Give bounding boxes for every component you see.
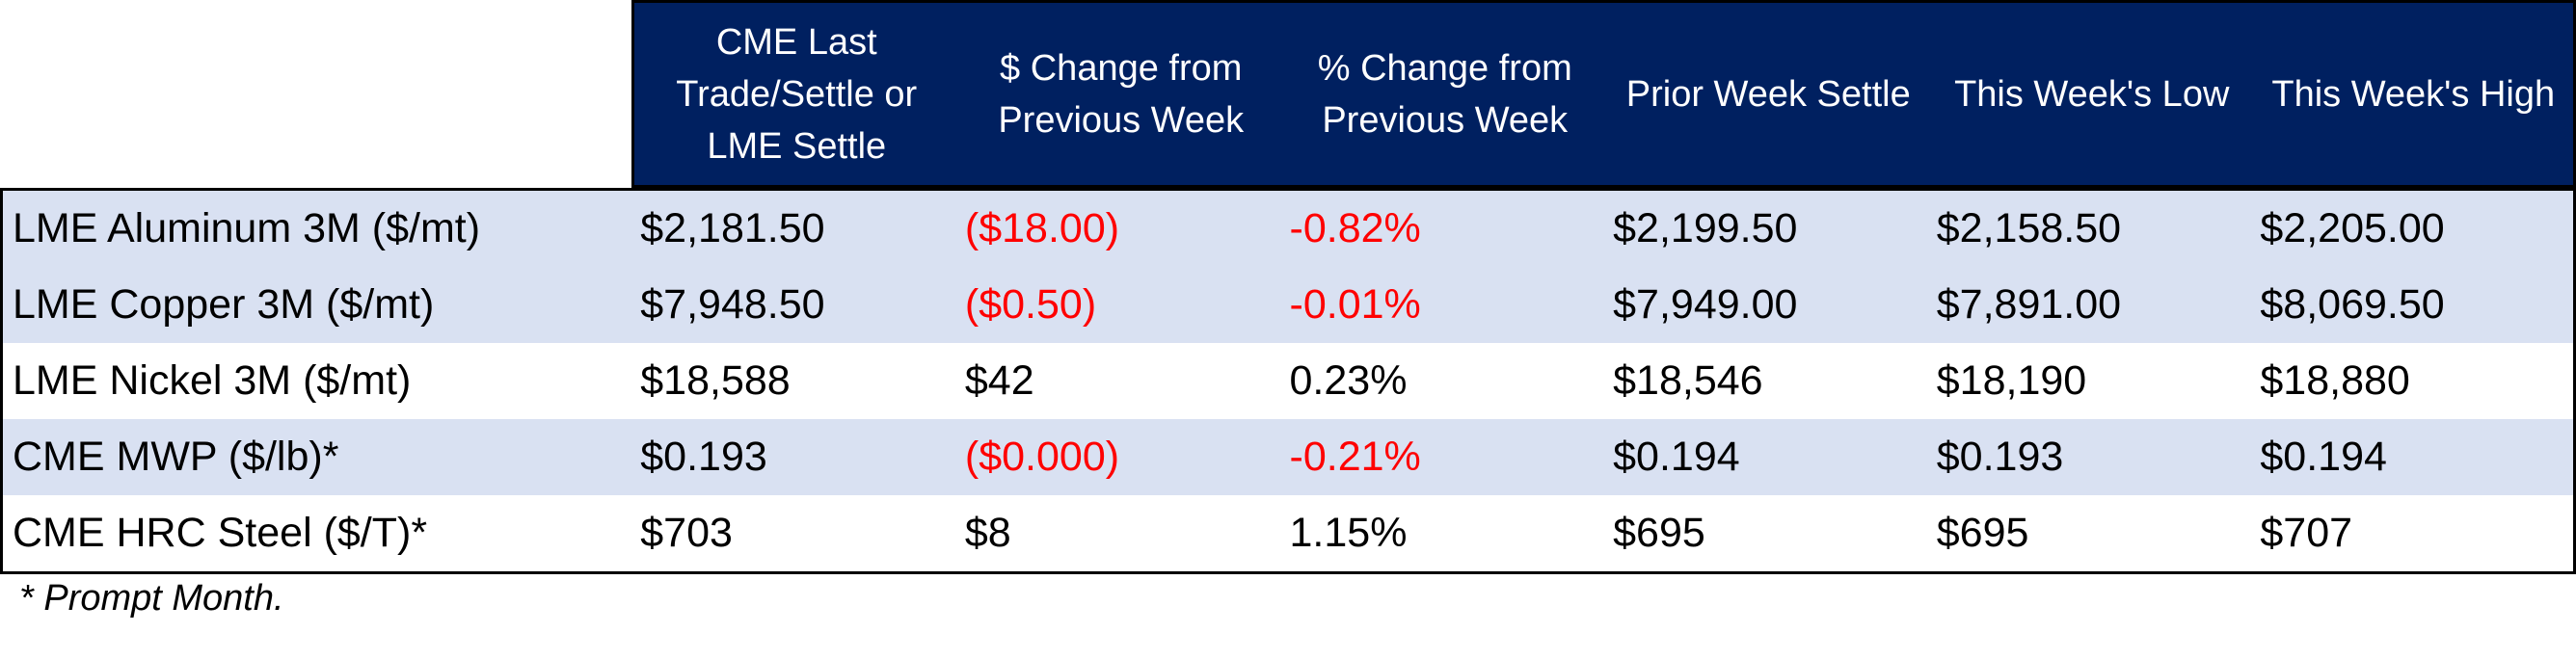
column-header-last-settle: CME Last Trade/Settle or LME Settle: [676, 21, 918, 167]
row-label: CME HRC Steel ($/T)*: [13, 510, 428, 556]
cell-percent-change: 1.15%: [1289, 510, 1408, 556]
column-header-week-high: This Week's High: [2271, 73, 2556, 115]
table-header-row: CME Last Trade/Settle or LME Settle $ Ch…: [0, 0, 2576, 188]
cell-week-high: $8,069.50: [2260, 281, 2445, 328]
cell-week-low: $695: [1936, 510, 2029, 556]
cell-prior-week-settle: $0.194: [1613, 434, 1740, 480]
cell-week-low: $0.193: [1936, 434, 2064, 480]
cell-prior-week-settle: $2,199.50: [1613, 205, 1798, 251]
table-row: CME HRC Steel ($/T)* $703 $8 1.15% $695 …: [3, 495, 2573, 571]
cell-last-settle: $0.193: [640, 434, 767, 480]
cell-percent-change: -0.21%: [1289, 434, 1421, 480]
column-header-week-low: This Week's Low: [1954, 73, 2230, 115]
cell-last-settle: $18,588: [640, 357, 791, 404]
cell-dollar-change: ($0.000): [964, 434, 1120, 480]
row-label: LME Aluminum 3M ($/mt): [13, 205, 481, 251]
cell-week-high: $0.194: [2260, 434, 2387, 480]
cell-prior-week-settle: $695: [1613, 510, 1705, 556]
cell-week-high: $18,880: [2260, 357, 2410, 404]
column-header-prior-week-settle: Prior Week Settle: [1625, 73, 1911, 115]
cell-dollar-change: ($18.00): [964, 205, 1120, 251]
table-row: LME Aluminum 3M ($/mt) $2,181.50 ($18.00…: [3, 188, 2573, 267]
cell-last-settle: $703: [640, 510, 733, 556]
cell-week-low: $2,158.50: [1936, 205, 2122, 251]
cell-dollar-change: $8: [964, 510, 1011, 556]
cell-week-high: $707: [2260, 510, 2353, 556]
column-header-percent-change: % Change from Previous Week: [1317, 47, 1572, 141]
cell-prior-week-settle: $18,546: [1613, 357, 1763, 404]
cell-week-low: $18,190: [1936, 357, 2087, 404]
metals-price-table: CME Last Trade/Settle or LME Settle $ Ch…: [0, 0, 2576, 574]
cell-week-low: $7,891.00: [1936, 281, 2122, 328]
cell-dollar-change: $42: [964, 357, 1034, 404]
table-row: LME Copper 3M ($/mt) $7,948.50 ($0.50) -…: [3, 267, 2573, 343]
cell-week-high: $2,205.00: [2260, 205, 2445, 251]
column-header-dollar-change: $ Change from Previous Week: [998, 47, 1245, 141]
table-row: CME MWP ($/lb)* $0.193 ($0.000) -0.21% $…: [3, 419, 2573, 495]
cell-dollar-change: ($0.50): [964, 281, 1097, 328]
header-spacer: [0, 0, 631, 188]
row-label: CME MWP ($/lb)*: [13, 434, 339, 480]
footnote: * Prompt Month.: [19, 578, 284, 619]
cell-prior-week-settle: $7,949.00: [1613, 281, 1798, 328]
cell-percent-change: -0.82%: [1289, 205, 1421, 251]
table-row: LME Nickel 3M ($/mt) $18,588 $42 0.23% $…: [3, 343, 2573, 419]
cell-percent-change: -0.01%: [1289, 281, 1421, 328]
table-body: LME Aluminum 3M ($/mt) $2,181.50 ($18.00…: [0, 188, 2576, 574]
header-block: CME Last Trade/Settle or LME Settle $ Ch…: [631, 0, 2576, 188]
cell-last-settle: $2,181.50: [640, 205, 825, 251]
row-label: LME Copper 3M ($/mt): [13, 281, 435, 328]
cell-last-settle: $7,948.50: [640, 281, 825, 328]
cell-percent-change: 0.23%: [1289, 357, 1408, 404]
row-label: LME Nickel 3M ($/mt): [13, 357, 412, 404]
